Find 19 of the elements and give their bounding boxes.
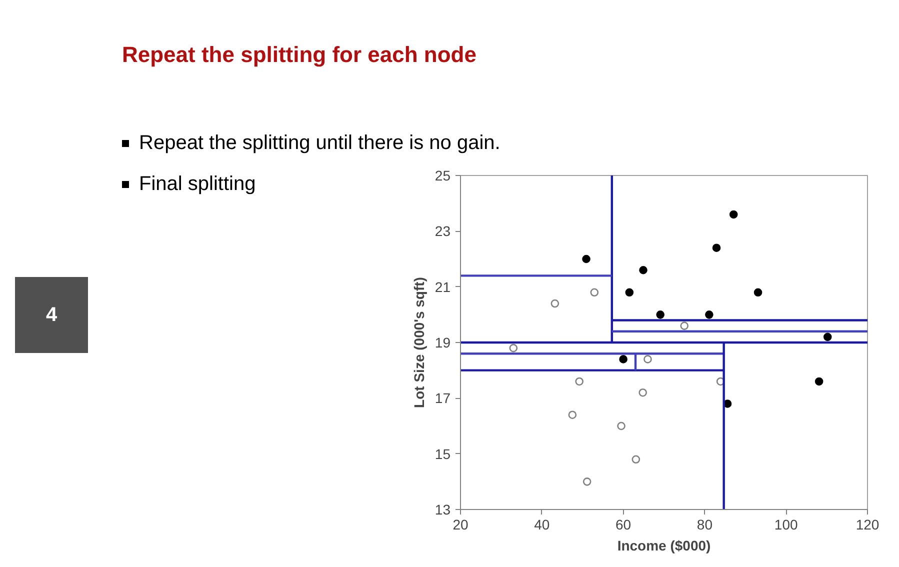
x-tick-label: 80 xyxy=(696,516,713,532)
x-tick-label: 60 xyxy=(616,516,632,532)
y-tick-label: 13 xyxy=(434,502,451,518)
chart-title: Repeat the splitting for each node xyxy=(122,41,476,69)
x-axis-title: Income ($000) xyxy=(617,538,711,554)
y-tick-label: 19 xyxy=(434,334,451,350)
y-axis-title: Lot Size (000's sqft) xyxy=(410,277,427,408)
y-tick-label: 15 xyxy=(434,446,451,462)
x-tick-label: 120 xyxy=(856,516,880,532)
text: Repeat the splitting until there is no gain. xyxy=(138,131,500,156)
y-tick-label: 17 xyxy=(434,390,451,406)
x-tick-label: 20 xyxy=(452,516,468,532)
text: Final splitting xyxy=(139,172,256,195)
y-tick-label: 21 xyxy=(434,278,451,295)
text: 4 xyxy=(15,277,88,353)
y-tick-label: 25 xyxy=(434,168,451,184)
x-tick-label: 40 xyxy=(534,516,550,532)
y-tick-label: 23 xyxy=(434,223,451,240)
x-tick-label: 100 xyxy=(774,516,798,532)
